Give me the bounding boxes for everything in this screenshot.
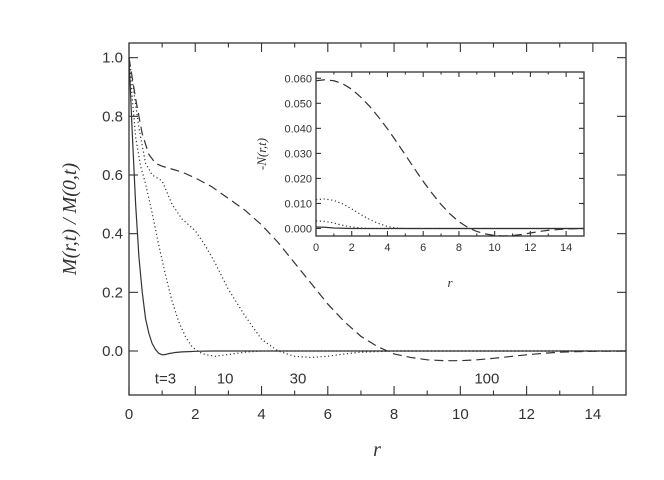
main-y-tick-label: 1.0 [102, 50, 123, 67]
inset-y-tick-label: 0.020 [284, 173, 312, 185]
inset-y-axis-title: -N(r,t) [254, 138, 269, 170]
main-x-tick-label: 0 [125, 406, 133, 423]
inset-x-axis-title: r [447, 275, 453, 290]
main-y-tick-label: 0.2 [102, 284, 123, 301]
main-y-tick-label: 0.8 [102, 108, 123, 125]
inset-x-tick-label: 12 [524, 242, 536, 254]
main-x-tick-label: 8 [390, 406, 398, 423]
series-label: t=3 [155, 370, 176, 387]
main-y-axis-title: M(r,t) / M(0,t) [59, 163, 81, 277]
main-annotations: t=3 10 30 100 [155, 370, 500, 387]
series-label: 10 [217, 370, 234, 387]
main-curves [128, 57, 627, 362]
main-series-10 [128, 57, 626, 357]
inset-ticks [315, 72, 584, 236]
inset-x-tick-label: 6 [420, 242, 426, 254]
main-y-tick-label: 0.4 [102, 226, 123, 243]
inset-x-tick-label: 10 [489, 242, 501, 254]
inset-y-tick-label: 0.050 [284, 98, 312, 110]
main-y-tick-label: 0.0 [102, 343, 123, 360]
main-series-100 [128, 57, 627, 362]
inset-tick-labels: 0 2 4 6 8 10 12 14 0.000 0.010 0.020 0.030 0.040 0.05… [284, 73, 572, 254]
inset-x-tick-label: 0 [313, 242, 319, 254]
main-x-tick-label: 12 [518, 406, 535, 423]
inset-plot: 0 2 4 6 8 10 12 14 0.000 0.010 0.020 0.030 0.040 0.05… [254, 71, 585, 290]
inset-series-30 [315, 198, 584, 230]
inset-y-tick-label: 0.000 [284, 223, 312, 235]
main-x-tick-label: 10 [452, 406, 469, 423]
inset-background [316, 72, 584, 236]
inset-x-tick-label: 2 [349, 242, 355, 254]
inset-y-tick-label: 0.030 [284, 148, 312, 160]
series-label: 30 [290, 370, 307, 387]
main-plot-frame [128, 42, 627, 396]
inset-x-tick-label: 8 [456, 242, 462, 254]
inset-plot-frame [315, 71, 585, 237]
main-series-t-3 [128, 57, 626, 356]
inset-series-100 [315, 79, 585, 237]
main-plot: 0 2 4 6 8 10 12 140.00.20.40.60.81.0 t=3 10 30 100… [59, 42, 627, 461]
main-x-axis-title: r [373, 439, 381, 461]
inset-x-tick-label: 14 [560, 242, 572, 254]
inset-curves [315, 79, 585, 237]
main-x-tick-label: 4 [257, 406, 265, 423]
inset-y-tick-label: 0.040 [284, 123, 312, 135]
inset-y-tick-label: 0.060 [284, 73, 312, 85]
main-y-tick-label: 0.6 [102, 167, 123, 184]
series-label: 100 [474, 370, 499, 387]
inset-y-tick-label: 0.010 [284, 198, 312, 210]
main-tick-labels: 0 2 4 6 8 10 12 14 0.0 0.2 0.4 0.6 0.8 1.0 [102, 50, 601, 423]
main-x-tick-label: 6 [324, 406, 332, 423]
inset-x-tick-label: 4 [384, 242, 390, 254]
main-x-tick-label: 2 [191, 406, 199, 423]
main-ticks [128, 43, 626, 395]
main-x-tick-label: 14 [585, 406, 602, 423]
